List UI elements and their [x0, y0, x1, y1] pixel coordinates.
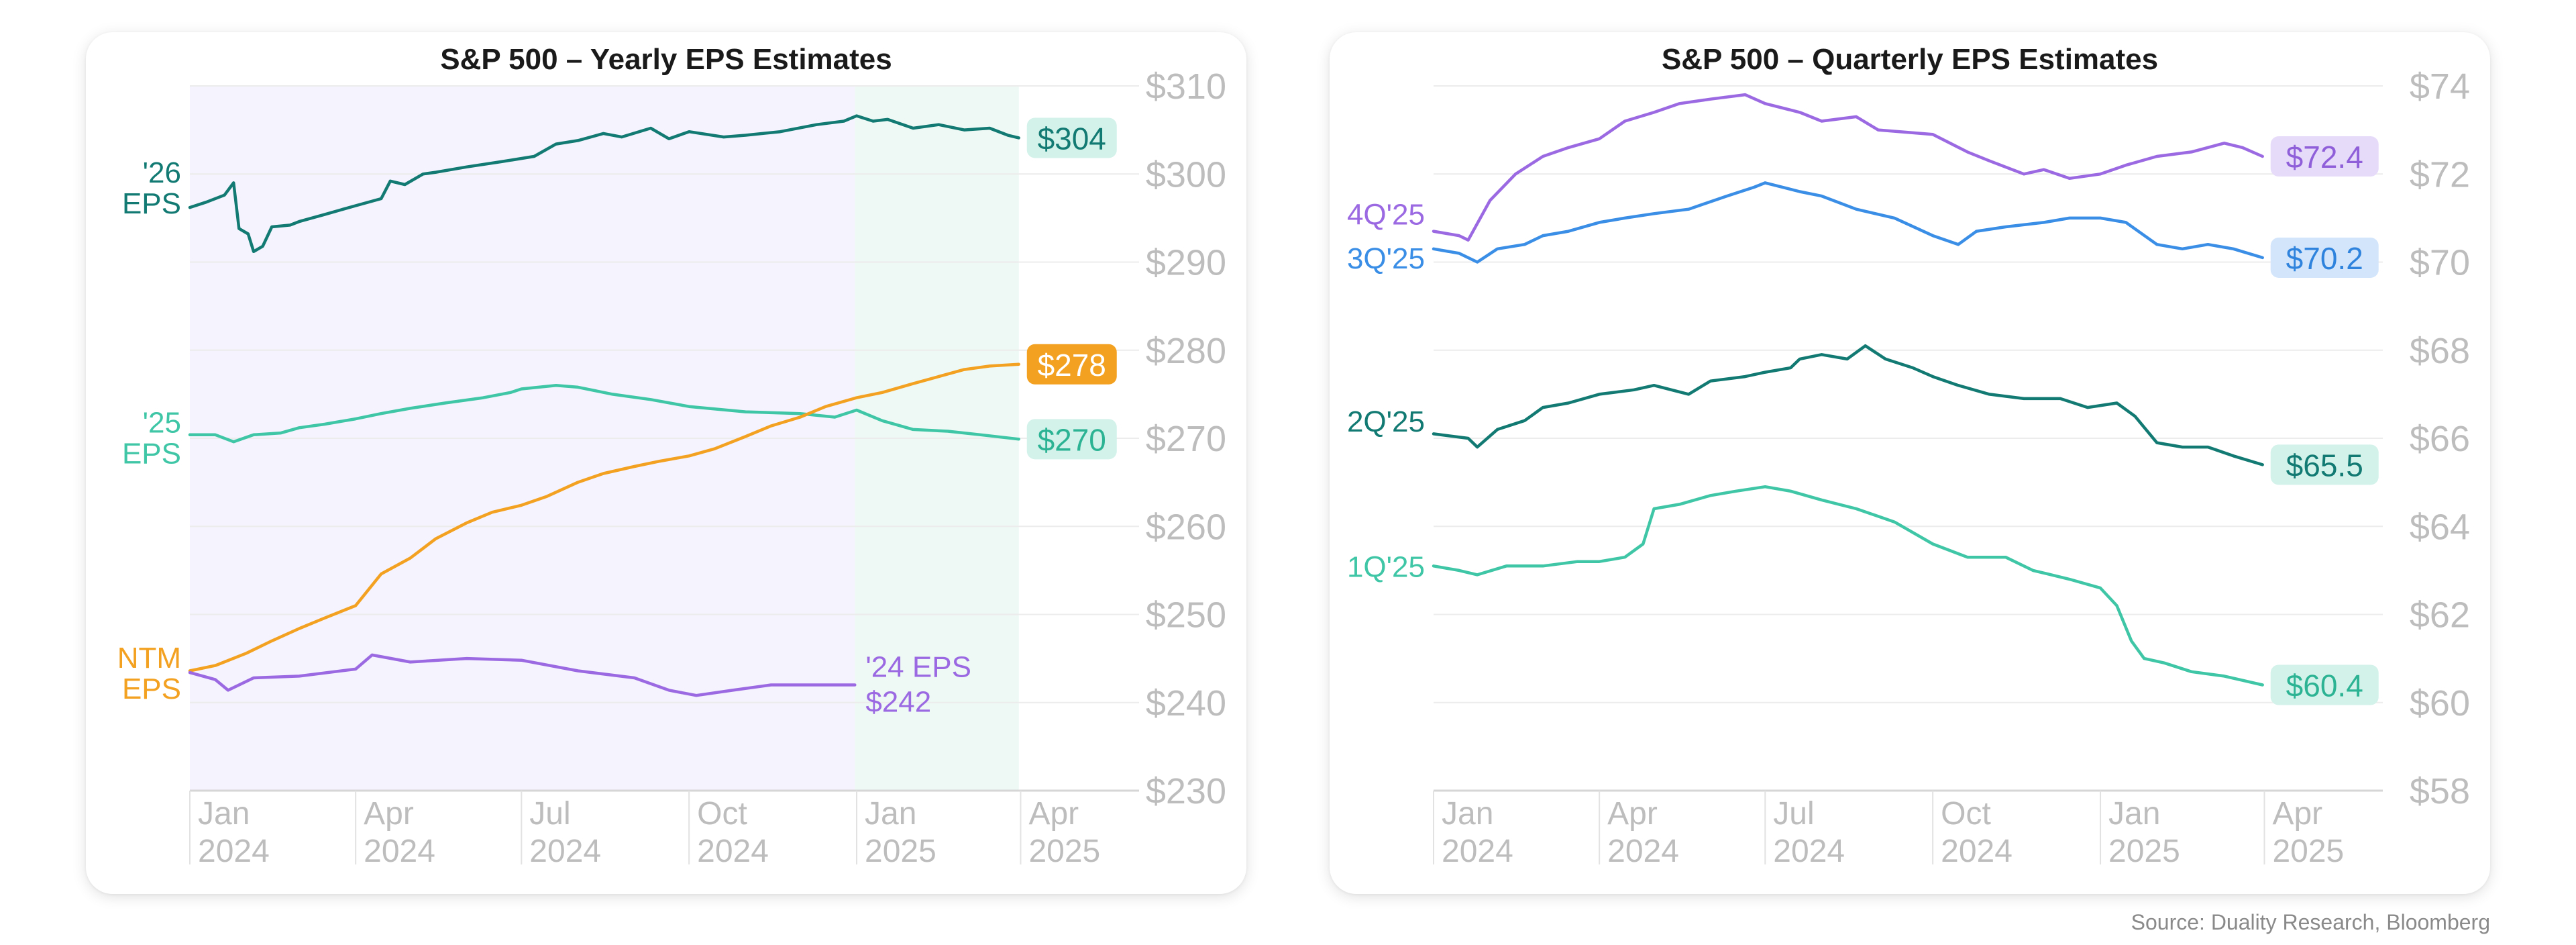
yearly-x-tick-label-year-jan-2025: 2025: [865, 834, 936, 869]
yearly-series-ntm-eps-line: [188, 362, 1020, 673]
quarterly-x-tick-label-oct-2024: Oct: [1941, 796, 1991, 832]
quarterly-x-tick-label-year-oct-2024: 2024: [1941, 834, 2012, 869]
quarterly-series-3q-25-end-badge: [2270, 237, 2379, 278]
yearly-series-25-eps-end-badge: [1026, 419, 1117, 460]
yearly-y-tick-300: $300: [1146, 154, 1226, 195]
quarterly-y-tick-74: $74: [2410, 66, 2470, 107]
quarterly-y-tick-66: $66: [2410, 419, 2470, 459]
quarterly-eps-card: S&P 500 – Quarterly EPS Estimates $58 $60 $…: [1330, 32, 2490, 894]
quarterly-y-tick-62: $62: [2410, 595, 2470, 636]
yearly-x-tick-label-year-jul-2024: 2024: [529, 834, 601, 869]
yearly-y-tick-270: $270: [1146, 419, 1226, 459]
yearly-series-26-eps-end-label: $304: [1038, 121, 1106, 156]
quarterly-x-tick-label-apr-2024: Apr: [1607, 796, 1658, 832]
yearly-x-tick-label-year-apr-2024: 2024: [364, 834, 435, 869]
yearly-series-26-eps-label-2: EPS: [122, 187, 181, 220]
yearly-x-tick-label-apr-2024: Apr: [364, 796, 414, 832]
quarterly-series-1q-25-line: [1432, 485, 2264, 687]
quarterly-series-3q-25-end-label: $70.2: [2286, 241, 2363, 276]
yearly-series-25-eps-label-2: EPS: [122, 438, 181, 470]
quarterly-y-tick-68: $68: [2410, 331, 2470, 371]
quarterly-series-2q-25-end-label: $65.5: [2286, 448, 2363, 483]
quarterly-series-2q-25-label-1: 2Q'25: [1347, 405, 1425, 438]
yearly-series-26-eps-end-badge: [1026, 117, 1117, 158]
yearly-series-ntm-eps-label-2: EPS: [122, 673, 181, 705]
yearly-series-24-eps-line: [188, 653, 857, 697]
source-note: Source: Duality Research, Bloomberg: [2131, 910, 2490, 934]
yearly-series-25-eps-line: [188, 384, 1020, 444]
quarterly-x-tick-label-jul-2024: Jul: [1773, 796, 1814, 832]
quarterly-x-tick-label-jan-2024: Jan: [1442, 796, 1493, 832]
quarterly-y-tick-70: $70: [2410, 243, 2470, 283]
yearly-y-tick-240: $240: [1146, 683, 1226, 724]
yearly-x-tick-label-jul-2024: Jul: [529, 796, 570, 832]
yearly-eps-card: S&P 500 – Yearly EPS Estimates $230 $240 $2…: [86, 32, 1246, 894]
yearly-series-ntm-eps-end-label: $278: [1038, 348, 1106, 383]
yearly-y-tick-260: $260: [1146, 507, 1226, 547]
yearly-y-tick-280: $280: [1146, 331, 1226, 371]
yearly-series-25-eps-end-label: $270: [1038, 422, 1106, 457]
quarterly-series-4q-25-line: [1432, 93, 2264, 242]
yearly-x-tick-label-year-oct-2024: 2024: [697, 834, 769, 869]
quarterly-series-3q-25-label-1: 3Q'25: [1347, 242, 1425, 275]
yearly-x-tick-label-oct-2024: Oct: [697, 796, 747, 832]
quarterly-y-tick-60: $60: [2410, 683, 2470, 724]
quarterly-x-tick-label-year-apr-2025: 2025: [2272, 834, 2344, 869]
quarterly-x-tick-label-year-jan-2025: 2025: [2108, 834, 2180, 869]
quarterly-x-tick-label-year-jul-2024: 2024: [1773, 834, 1845, 869]
yearly-series-24-eps-label-2: $242: [865, 686, 931, 719]
yearly-series-ntm-eps-end-badge: [1026, 344, 1117, 385]
quarterly-series-2q-25-end-badge: [2270, 444, 2379, 485]
yearly-y-tick-290: $290: [1146, 243, 1226, 283]
quarterly-series-1q-25-end-badge: [2270, 664, 2379, 705]
yearly-series-26-eps-label-1: '26: [143, 156, 181, 189]
quarterly-series-4q-25-end-label: $72.4: [2286, 140, 2363, 175]
yearly-x-tick-label-jan-2025: Jan: [865, 796, 916, 832]
quarterly-series-4q-25-end-badge: [2270, 136, 2379, 177]
quarterly-series-3q-25-line: [1432, 181, 2264, 264]
quarterly-x-tick-label-apr-2025: Apr: [2272, 796, 2322, 832]
quarterly-y-tick-72: $72: [2410, 154, 2470, 195]
quarterly-y-tick-58: $58: [2410, 771, 2470, 811]
yearly-x-tick-label-year-jan-2024: 2024: [198, 834, 270, 869]
quarterly-chart-title: S&P 500 – Quarterly EPS Estimates: [1662, 43, 2158, 76]
quarterly-y-tick-64: $64: [2410, 507, 2470, 547]
quarterly-x-tick-label-year-jan-2024: 2024: [1442, 834, 1513, 869]
quarterly-series-1q-25-end-label: $60.4: [2286, 668, 2363, 703]
quarterly-x-tick-label-year-apr-2024: 2024: [1607, 834, 1679, 869]
yearly-series-ntm-eps-label-1: NTM: [117, 642, 181, 675]
yearly-series-24-eps-label-1: '24 EPS: [865, 651, 971, 684]
yearly-chart-title: S&P 500 – Yearly EPS Estimates: [440, 43, 892, 76]
quarterly-x-tick-label-jan-2025: Jan: [2108, 796, 2160, 832]
quarterly-eps-chart: S&P 500 – Quarterly EPS Estimates $58 $60 $…: [1347, 43, 2470, 869]
yearly-y-tick-310: $310: [1146, 66, 1226, 107]
quarterly-series-4q-25-label-1: 4Q'25: [1347, 198, 1425, 231]
yearly-series-26-eps-line: [188, 114, 1020, 254]
quarterly-series-2q-25-line: [1432, 344, 2264, 466]
yearly-series-25-eps-label-1: '25: [143, 407, 181, 440]
yearly-x-tick-label-apr-2025: Apr: [1028, 796, 1079, 832]
yearly-x-tick-label-year-apr-2025: 2025: [1028, 834, 1100, 869]
yearly-x-tick-label-jan-2024: Jan: [198, 796, 250, 832]
yearly-y-tick-230: $230: [1146, 771, 1226, 811]
quarterly-series-1q-25-label-1: 1Q'25: [1347, 550, 1425, 583]
yearly-eps-chart: S&P 500 – Yearly EPS Estimates $230 $240 $2…: [117, 43, 1226, 869]
yearly-y-tick-250: $250: [1146, 595, 1226, 636]
